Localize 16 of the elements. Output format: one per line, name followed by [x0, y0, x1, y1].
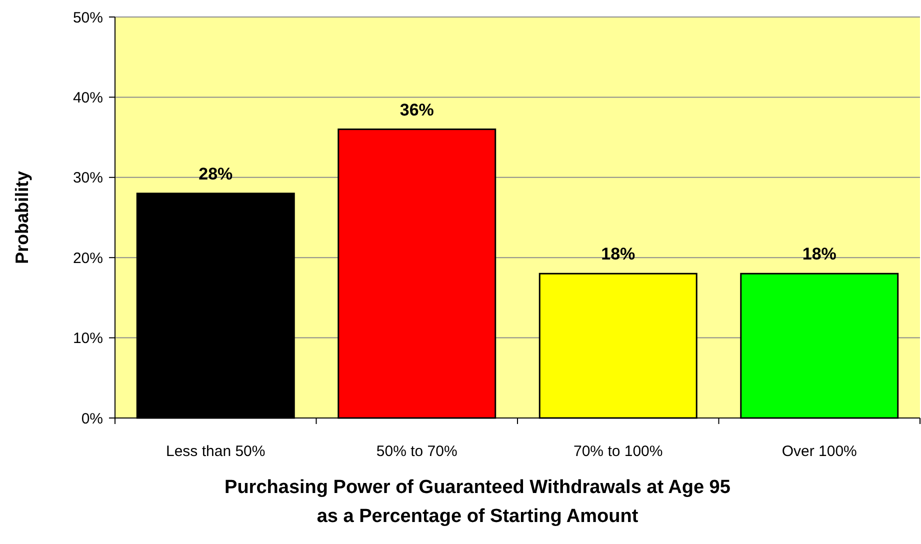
- y-tick-label: 10%: [72, 330, 103, 348]
- data-label: 36%: [400, 100, 434, 120]
- y-tick-label: 0%: [81, 410, 103, 428]
- x-tick-label: 50% to 70%: [376, 443, 458, 460]
- data-label: 28%: [198, 164, 233, 184]
- y-axis-title: Probability: [12, 170, 32, 264]
- x-tick-label: 70% to 100%: [574, 443, 663, 460]
- x-tick-label: Less than 50%: [166, 443, 266, 460]
- data-label: 18%: [601, 244, 636, 264]
- x-tick-label: Over 100%: [782, 443, 857, 460]
- x-axis-title: Purchasing Power of Guaranteed Withdrawals at Age 95 as a Percentage of Starting Amount: [224, 477, 731, 527]
- y-tick-label: 50%: [72, 9, 103, 26]
- data-label: 18%: [802, 244, 836, 264]
- y-tick-label: 30%: [72, 170, 103, 187]
- y-tick-label: 40%: [72, 89, 103, 106]
- y-tick-label: 20%: [72, 250, 103, 267]
